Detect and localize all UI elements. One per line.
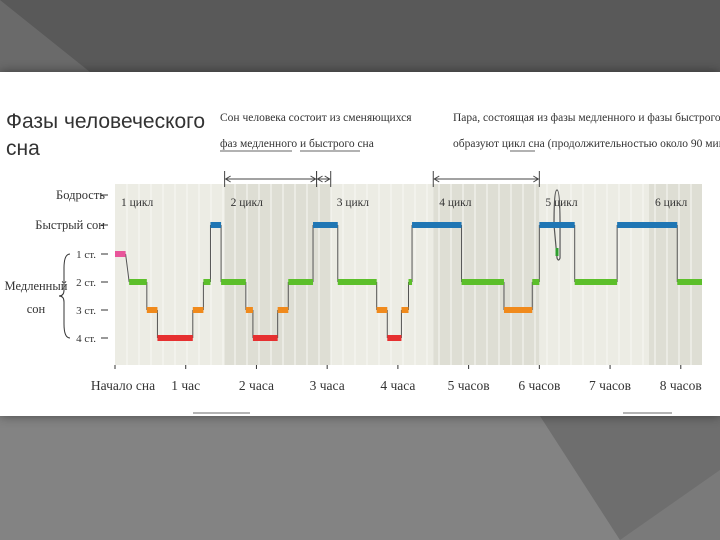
trace-step-1 — [125, 253, 130, 283]
chart-title: Фазы человеческого сна — [6, 110, 205, 160]
cycle-labels: 1 цикл 2 цикл 3 цикл 4 цикл 5 цикл 6 цикл — [121, 197, 687, 209]
cycle-label-2: 2 цикл — [231, 197, 264, 209]
segment-s2-5 — [203, 279, 211, 285]
annotation-right-line-1: Пара, состоящая из фазы медленного и фаз… — [453, 112, 720, 124]
segment-s3-10 — [277, 307, 289, 313]
x-label-3: 3 часа — [310, 378, 345, 393]
slide-facet-left — [0, 0, 90, 72]
annotation-right-line-2: образуют цикл сна (продолжительностью ок… — [453, 138, 720, 150]
x-label-0: Начало сна — [91, 378, 155, 393]
sleep-stage-segments — [115, 222, 702, 341]
segment-rem-18 — [412, 222, 462, 228]
y-group-label-line-1: Медленный — [5, 279, 68, 293]
segment-s3-20 — [503, 307, 533, 313]
segment-s2-1 — [129, 279, 147, 285]
awakening-spike-tip — [555, 248, 559, 256]
awakening-spike — [553, 189, 561, 261]
segment-s2-23 — [574, 279, 618, 285]
segment-s2-21 — [532, 279, 540, 285]
annotation-left: Сон человека состоит из сменяющихся фаз … — [220, 112, 412, 152]
bracket-right-arrow-left — [433, 175, 440, 183]
bracket-left-1-arrow-left — [316, 175, 323, 183]
bracket-left-0-arrow-left — [224, 175, 231, 183]
segment-s2-17 — [408, 279, 413, 285]
cycle-label-6: 6 цикл — [655, 197, 688, 209]
x-label-5: 5 часов — [448, 378, 490, 393]
bracket-right-arrow-right — [533, 175, 540, 183]
segment-s4-9 — [252, 335, 278, 341]
annotation-left-line-2: фаз медленного и быстрого сна — [220, 138, 374, 150]
chart-title-line-1: Фазы человеческого — [6, 110, 205, 133]
y-axis-labels: Бодрость Быстрый сон 1 ст. 2 ст. 3 ст. 4 ст. М… — [5, 188, 108, 345]
segment-s3-4 — [192, 307, 204, 313]
cycle-label-5: 5 цикл — [545, 197, 578, 209]
segment-s2-7 — [221, 279, 246, 285]
segment-rem-6 — [210, 222, 222, 228]
x-label-6: 6 часов — [518, 378, 560, 393]
x-label-4: 4 часа — [380, 378, 415, 393]
segment-s3-8 — [245, 307, 253, 313]
segment-s3-16 — [401, 307, 409, 313]
cycle-brackets — [224, 171, 540, 187]
segment-s2-19 — [461, 279, 504, 285]
chart-panel: Фазы человеческого сна Сон человека сост… — [0, 72, 720, 416]
cycle-label-4: 4 цикл — [439, 197, 472, 209]
y-label-rem: Быстрый сон — [35, 218, 105, 232]
segment-s3-2 — [146, 307, 158, 313]
annotation-right: Пара, состоящая из фазы медленного и фаз… — [453, 112, 720, 152]
slide-facet-right — [540, 416, 720, 540]
hypnogram-trace — [125, 189, 678, 338]
cycle-label-3: 3 цикл — [337, 197, 370, 209]
cycle-band-5 — [539, 184, 649, 365]
segment-rem-24 — [617, 222, 678, 228]
chart-title-line-2: сна — [6, 137, 40, 160]
plot-grid — [126, 184, 692, 365]
segment-s1-0 — [115, 251, 126, 257]
y-label-s3: 3 ст. — [76, 305, 96, 317]
segment-s2-25 — [677, 279, 702, 285]
segment-rem-22 — [539, 222, 575, 228]
bracket-left-1-arrow-right — [324, 175, 331, 183]
x-axis-labels: Начало сна 1 час 2 часа 3 часа 4 часа 5 часов… — [91, 365, 702, 393]
cycle-band-1 — [115, 184, 225, 365]
y-label-s2: 2 ст. — [76, 277, 96, 289]
slide-facet-bottom — [0, 416, 620, 540]
segment-s2-11 — [288, 279, 314, 285]
x-label-7: 7 часов — [589, 378, 631, 393]
cycle-label-1: 1 цикл — [121, 197, 154, 209]
x-label-2: 2 часа — [239, 378, 274, 393]
y-group-brace — [58, 253, 71, 339]
y-label-s4: 4 ст. — [76, 333, 96, 345]
x-label-8: 8 часов — [660, 378, 702, 393]
annotation-left-line-1: Сон человека состоит из сменяющихся — [220, 112, 412, 124]
segment-s3-14 — [376, 307, 388, 313]
segment-s2-13 — [337, 279, 377, 285]
hypnogram-chart: Фазы человеческого сна Сон человека сост… — [5, 110, 720, 414]
x-label-1: 1 час — [171, 378, 200, 393]
bracket-left-0-arrow-right — [310, 175, 317, 183]
slide-top-band — [0, 0, 720, 72]
cycle-band-3 — [330, 184, 434, 365]
cycle-band-6 — [648, 184, 702, 365]
segment-s4-15 — [387, 335, 402, 341]
segment-rem-12 — [313, 222, 338, 228]
y-label-s1: 1 ст. — [76, 249, 96, 261]
plot-background — [115, 184, 702, 365]
segment-s4-3 — [157, 335, 193, 341]
y-label-awake: Бодрость — [56, 188, 105, 202]
y-group-label-line-2: сон — [27, 302, 46, 316]
